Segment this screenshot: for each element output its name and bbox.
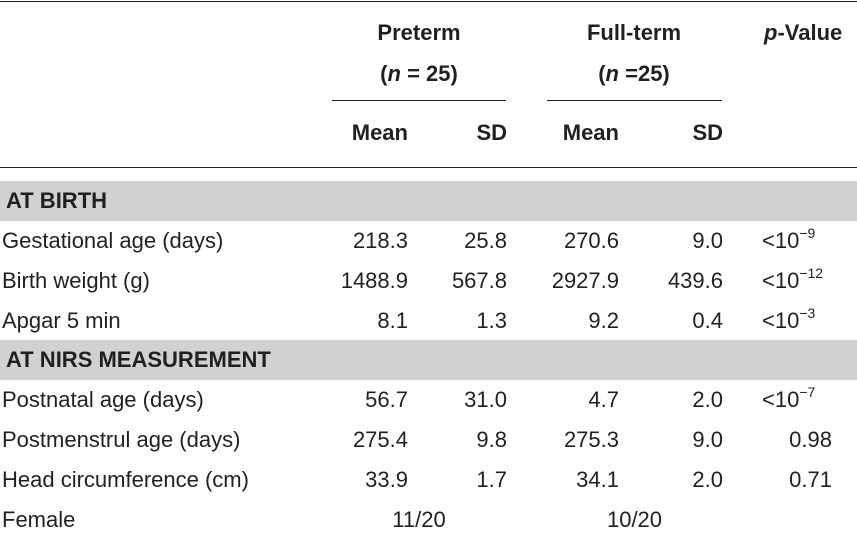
section-band-at-nirs-measurement: AT NIRS MEASUREMENT	[0, 340, 857, 380]
row-label: Head circumference (cm)	[2, 467, 249, 492]
fullterm-mean-cell: 2927.9	[551, 268, 619, 293]
pvalue-cell: <10−9	[762, 225, 816, 253]
fullterm-mean-cell: 4.7	[588, 387, 619, 412]
preterm-ratio-cell: 11/20	[392, 507, 446, 532]
pvalue-cell: <10−7	[762, 384, 816, 412]
preterm-sd-cell: 1.3	[476, 308, 507, 333]
pvalue-cell: 0.98	[789, 427, 832, 452]
row-label: Postnatal age (days)	[2, 387, 204, 412]
preterm-sd-cell: 25.8	[464, 228, 507, 253]
fullterm-sd-cell: 0.4	[692, 308, 723, 333]
header-bottom-rule	[0, 167, 857, 168]
preterm-underline	[332, 100, 506, 101]
row-label: Female	[2, 507, 76, 532]
preterm-header: Preterm	[377, 20, 461, 45]
preterm-sd-cell: 31.0	[464, 387, 507, 412]
fullterm-ratio-cell: 10/20	[606, 507, 663, 532]
fullterm-mean-cell: 275.3	[563, 427, 619, 452]
preterm-n: (n = 25)	[380, 61, 458, 86]
fullterm-sd-cell: 9.0	[692, 228, 723, 253]
preterm-mean-cell: 218.3	[352, 228, 408, 253]
fullterm-sd-cell: 9.0	[692, 427, 723, 452]
row-label: Apgar 5 min	[2, 308, 121, 333]
fullterm-sd-header: SD	[692, 120, 723, 145]
fullterm-n: (n =25)	[598, 61, 670, 86]
preterm-sd-cell: 1.7	[476, 467, 507, 492]
fullterm-mean-cell: 34.1	[576, 467, 619, 492]
pvalue-cell: <10−3	[762, 305, 816, 333]
section-band-at-birth: AT BIRTH	[0, 181, 857, 221]
preterm-sd-cell: 567.8	[451, 268, 507, 293]
preterm-mean-header: Mean	[351, 120, 408, 145]
fullterm-mean-header: Mean	[562, 120, 619, 145]
section-title: AT BIRTH	[6, 188, 108, 213]
pvalue-cell: <10−12	[762, 265, 824, 293]
section-title: AT NIRS MEASUREMENT	[6, 347, 271, 372]
preterm-mean-cell: 8.1	[377, 308, 408, 333]
preterm-mean-cell: 275.4	[352, 427, 408, 452]
row-label: Postmenstrul age (days)	[2, 427, 241, 452]
preterm-sd-header: SD	[476, 120, 507, 145]
preterm-mean-cell: 56.7	[365, 387, 408, 412]
preterm-sd-cell: 9.8	[476, 427, 507, 452]
preterm-mean-cell: 1488.9	[340, 268, 408, 293]
fullterm-mean-cell: 270.6	[563, 228, 619, 253]
preterm-mean-cell: 33.9	[365, 467, 408, 492]
fullterm-sd-cell: 2.0	[692, 467, 723, 492]
fullterm-underline	[547, 100, 722, 101]
row-label: Birth weight (g)	[2, 268, 150, 293]
fullterm-sd-cell: 439.6	[667, 268, 723, 293]
pvalue-header: p-Value	[764, 20, 843, 45]
row-label: Gestational age (days)	[2, 228, 224, 253]
pvalue-cell: 0.71	[789, 467, 832, 492]
fullterm-header: Full-term	[586, 20, 682, 45]
fullterm-sd-cell: 2.0	[692, 387, 723, 412]
table-top-rule	[0, 1, 857, 2]
fullterm-mean-cell: 9.2	[588, 308, 619, 333]
